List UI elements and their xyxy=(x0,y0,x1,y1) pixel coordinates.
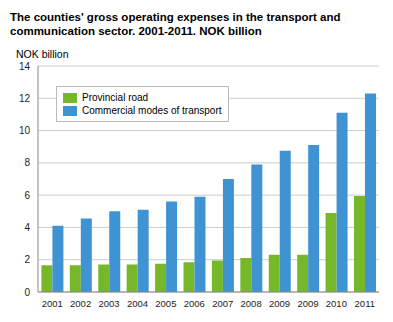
svg-text:2005: 2005 xyxy=(155,298,176,309)
html-text:NOK billion: NOK billion xyxy=(16,48,69,60)
svg-text:2008: 2008 xyxy=(241,298,262,309)
svg-text:14: 14 xyxy=(19,61,31,72)
svg-text:2: 2 xyxy=(24,254,30,265)
html-text:Commercial modes of transport: Commercial modes of transport xyxy=(82,105,222,116)
svg-text:0: 0 xyxy=(24,287,30,298)
svg-text:2009: 2009 xyxy=(269,298,290,309)
svg-text:2003: 2003 xyxy=(98,298,119,309)
svg-text:8: 8 xyxy=(24,157,30,168)
svg-text:2010: 2010 xyxy=(326,298,347,309)
svg-text:2002: 2002 xyxy=(70,298,91,309)
svg-text:2006: 2006 xyxy=(184,298,205,309)
svg-text:2007: 2007 xyxy=(212,298,233,309)
svg-text:2009: 2009 xyxy=(297,298,318,309)
svg-text:2004: 2004 xyxy=(127,298,148,309)
svg-text:4: 4 xyxy=(24,222,30,233)
svg-text:2011: 2011 xyxy=(355,298,375,309)
html-text:Provincial road: Provincial road xyxy=(82,92,149,103)
svg-text:6: 6 xyxy=(24,190,30,201)
svg-text:10: 10 xyxy=(19,125,31,136)
svg-text:2001: 2001 xyxy=(42,298,63,309)
svg-text:12: 12 xyxy=(19,93,31,104)
html-text:The counties' gross operating: The counties' gross operating expenses i… xyxy=(10,11,341,37)
